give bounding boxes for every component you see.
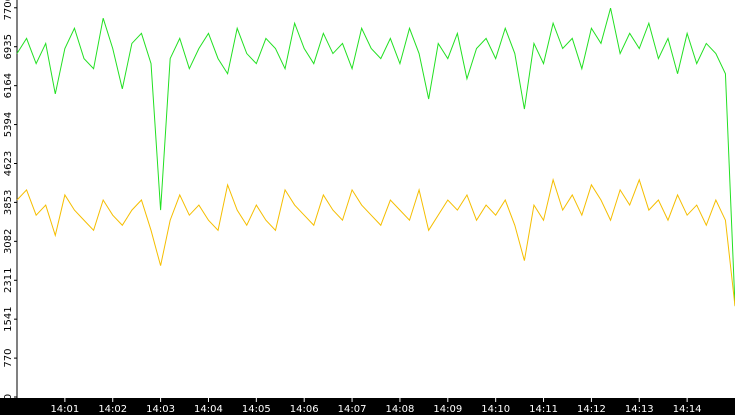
x-tick-label: 14:02: [98, 404, 127, 415]
x-tick-label: 14:12: [577, 404, 606, 415]
x-tick-label: 14:01: [50, 404, 79, 415]
x-tick-label: 14:03: [146, 404, 175, 415]
x-tick-label: 14:06: [290, 404, 319, 415]
x-axis-band: [0, 398, 735, 415]
x-tick-label: 14:08: [386, 404, 415, 415]
y-tick-label: 5394: [3, 112, 14, 137]
x-tick-label: 14:13: [625, 404, 654, 415]
y-tick-label: 2311: [3, 268, 14, 293]
x-tick-label: 14:10: [481, 404, 510, 415]
y-tick-label: 6164: [3, 73, 14, 98]
x-tick-label: 14:14: [673, 404, 702, 415]
x-tick-label: 14:09: [433, 404, 462, 415]
y-tick-label: 7706: [3, 0, 14, 21]
y-tick-label: 3082: [3, 229, 14, 254]
series-line: [16, 7, 735, 307]
x-tick-label: 14:07: [338, 404, 367, 415]
y-tick-label: 3853: [3, 190, 14, 215]
y-tick-label: 4623: [3, 151, 14, 176]
y-tick-label: 0: [3, 394, 14, 400]
series-line: [16, 177, 735, 307]
y-tick-label: 6935: [3, 34, 14, 59]
x-tick-label: 14:04: [194, 404, 223, 415]
x-tick-label: 14:11: [529, 404, 558, 415]
x-tick-label: 14:05: [242, 404, 271, 415]
y-tick-label: 1541: [3, 306, 14, 331]
y-tick-label: 770: [3, 349, 14, 368]
